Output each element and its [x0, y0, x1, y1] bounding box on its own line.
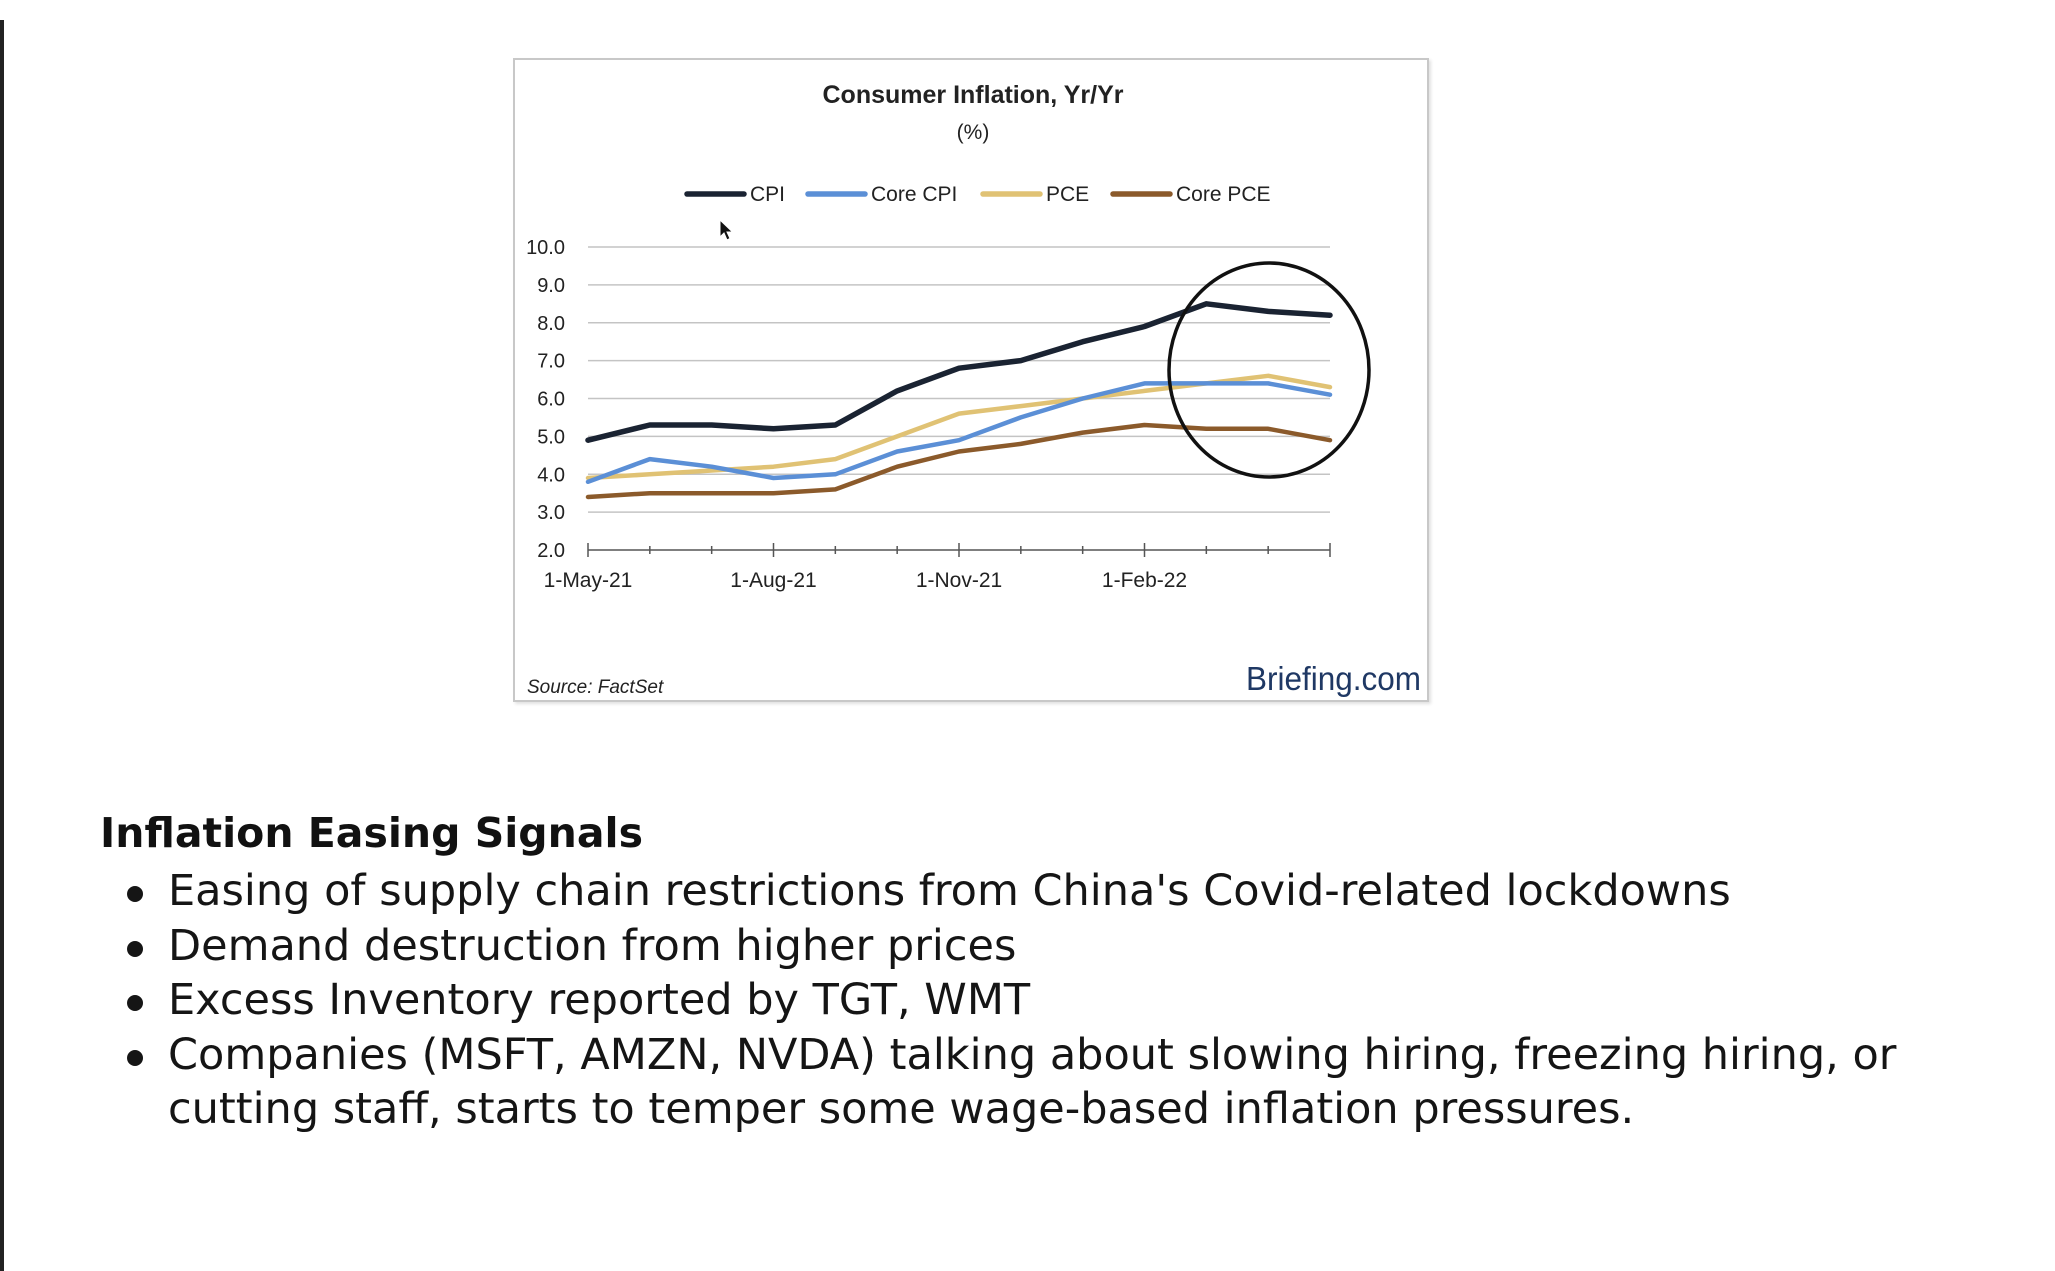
signal-text: Demand destruction from higher prices: [168, 920, 1017, 971]
bullet-dot-icon: [127, 1049, 143, 1066]
y-tick-label: 5.0: [537, 426, 565, 448]
legend-item: Core PCE: [1110, 183, 1271, 206]
legend-label: Core PCE: [1176, 183, 1271, 206]
series-line-core-pce: [585, 422, 1333, 500]
y-tick-label: 6.0: [537, 389, 565, 411]
highlight-circle-annotation: [1167, 261, 1371, 479]
y-tick-label: 8.0: [537, 313, 565, 335]
mouse-cursor-icon: [719, 218, 734, 241]
legend-item: Core CPI: [805, 183, 957, 206]
signal-text: Easing of supply chain restrictions from…: [168, 866, 1731, 916]
signal-text: Excess Inventory reported by TGT, WMT: [168, 975, 1031, 1025]
x-tick-label: 1-Aug-21: [730, 569, 816, 592]
signal-text: Companies (MSFT, AMZN, NVDA) talking abo…: [168, 1029, 1897, 1135]
bullet-dot-icon: [127, 995, 143, 1011]
series-line-core-cpi: [585, 381, 1333, 485]
chart-source: Source: FactSet: [527, 677, 664, 698]
bullet-dot-icon: [127, 940, 143, 957]
legend-label: PCE: [1046, 183, 1089, 206]
y-tick-label: 9.0: [537, 275, 565, 297]
chart-series-lines: [585, 301, 1333, 500]
chart-canvas: Consumer Inflation, Yr/Yr (%) CPI Core CP…: [526, 81, 1421, 698]
y-tick-label: 4.0: [537, 464, 565, 486]
chart-y-axis: 10.0 9.0 8.0 7.0 6.0 5.0 4.0 3.0 2.0: [526, 237, 565, 562]
signals-list: Easing of supply chain restrictions from…: [100, 864, 1900, 1137]
chart-x-axis: 1-May-21 1-Aug-21 1-Nov-21 1-Feb-22: [544, 543, 1331, 592]
left-border-rule: [0, 20, 4, 1271]
legend-item: CPI: [684, 183, 785, 206]
signal-item: Excess Inventory reported by TGT, WMT: [100, 973, 1900, 1028]
signal-item: Companies (MSFT, AMZN, NVDA) talking abo…: [100, 1028, 1900, 1137]
chart-title: Consumer Inflation, Yr/Yr: [823, 81, 1124, 109]
y-tick-label: 2.0: [537, 540, 565, 562]
legend-label: CPI: [750, 183, 785, 206]
bullet-dot-icon: [127, 886, 143, 902]
chart-legend: CPI Core CPI PCE Core PCE: [684, 183, 1271, 206]
signal-item: Easing of supply chain restrictions from…: [100, 864, 1900, 919]
legend-label: Core CPI: [871, 183, 957, 206]
y-tick-label: 3.0: [537, 502, 565, 524]
section-title: Inflation Easing Signals: [100, 809, 643, 857]
series-line-cpi: [585, 301, 1333, 443]
y-tick-label: 10.0: [526, 237, 565, 259]
x-tick-label: 1-Nov-21: [916, 569, 1002, 592]
legend-item: PCE: [980, 183, 1089, 206]
x-tick-label: 1-Feb-22: [1102, 569, 1187, 592]
inflation-easing-section: Inflation Easing Signals Easing of suppl…: [100, 802, 1900, 1137]
x-tick-label: 1-May-21: [544, 569, 633, 592]
chart-subtitle: (%): [957, 121, 990, 144]
inflation-chart: Consumer Inflation, Yr/Yr (%) CPI Core CP…: [513, 58, 1429, 702]
signal-item: Demand destruction from higher prices: [100, 919, 1900, 974]
y-tick-label: 7.0: [537, 351, 565, 373]
chart-gridlines: [588, 246, 1330, 513]
briefing-logo: Briefing.com: [1246, 660, 1421, 697]
